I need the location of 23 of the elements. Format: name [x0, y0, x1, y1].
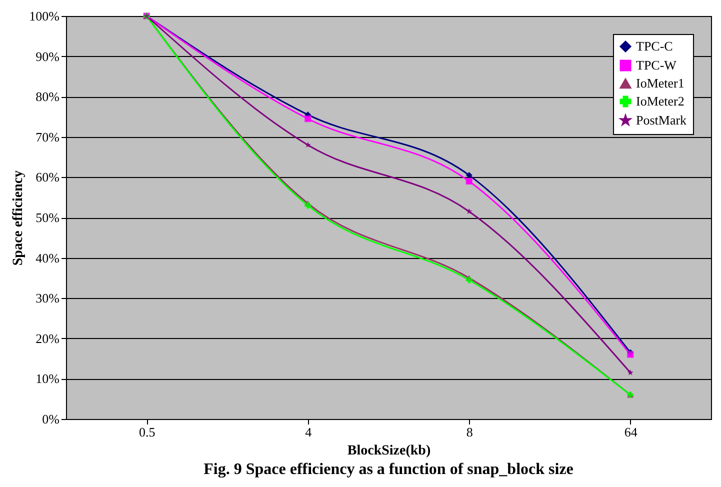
x-axis-title: BlockSize(kb) [347, 444, 431, 458]
legend-label: TPC-C [636, 38, 673, 54]
legend-label: IoMeter2 [636, 94, 684, 108]
y-tick-label: 30% [36, 290, 60, 306]
y-tick-label: 20% [36, 330, 60, 346]
y-tick-label: 100% [29, 8, 60, 24]
y-tick-label: 0% [42, 412, 60, 426]
legend-label: TPC-W [636, 58, 678, 72]
x-tick-label: 0.5 [139, 424, 156, 440]
y-tick-label: 40% [36, 250, 60, 266]
y-axis-title: Space efficiency [11, 170, 26, 266]
x-tick-label: 4 [305, 424, 312, 440]
legend-label: IoMeter1 [636, 76, 684, 90]
caption: Fig. 9 Space efficiency as a function of snap_block size [204, 461, 574, 478]
y-tick-label: 10% [36, 371, 60, 386]
y-tick-label: 90% [36, 48, 60, 64]
y-tick-label: 80% [36, 89, 60, 104]
x-tick-label: 64 [624, 424, 638, 440]
y-tick-label: 50% [36, 210, 60, 225]
y-tick-label: 70% [36, 129, 60, 144]
x-tick-label: 8 [466, 424, 473, 440]
y-tick-label: 60% [36, 170, 60, 185]
legend-label: PostMark [636, 112, 688, 128]
